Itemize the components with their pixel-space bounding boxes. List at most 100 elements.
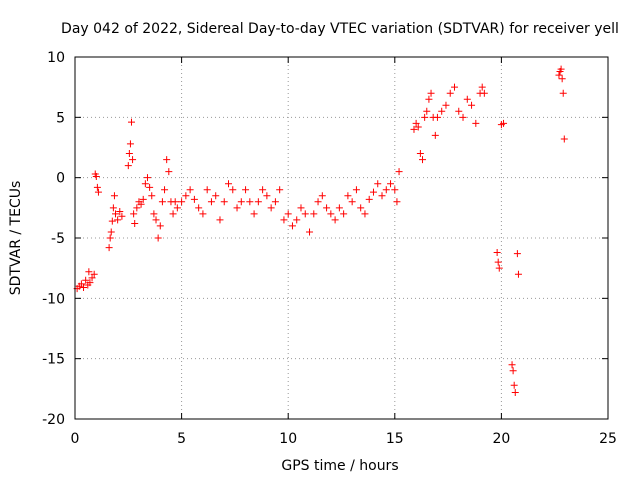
data-point	[152, 216, 160, 224]
data-point	[493, 248, 501, 256]
data-point	[450, 83, 458, 91]
data-point	[94, 188, 102, 196]
data-point	[199, 210, 207, 218]
data-point	[463, 95, 471, 103]
data-point	[77, 280, 85, 288]
data-point	[93, 183, 101, 191]
data-point	[555, 71, 563, 79]
data-point	[374, 180, 382, 188]
data-point	[276, 186, 284, 194]
data-point	[158, 198, 166, 206]
data-point	[494, 258, 502, 266]
data-point	[165, 168, 173, 176]
data-point	[318, 192, 326, 200]
data-point	[509, 367, 517, 375]
data-point	[514, 270, 522, 278]
y-tick-label: -5	[51, 231, 65, 247]
data-point	[560, 135, 568, 143]
data-point	[459, 113, 467, 121]
data-point	[125, 150, 133, 158]
data-point	[114, 216, 122, 224]
x-axis-label: GPS time / hours	[281, 458, 398, 474]
data-point	[80, 283, 88, 291]
data-point	[133, 204, 141, 212]
data-point	[246, 198, 254, 206]
data-point	[513, 250, 521, 258]
data-point	[508, 361, 516, 369]
data-point	[310, 210, 318, 218]
chart-title: Day 042 of 2022, Sidereal Day-to-day VTE…	[61, 21, 619, 37]
data-point	[129, 156, 137, 164]
data-point	[146, 183, 154, 191]
data-point	[352, 186, 360, 194]
data-point	[118, 212, 126, 220]
data-point	[414, 123, 422, 131]
data-point	[107, 228, 115, 236]
data-point	[112, 210, 120, 218]
data-point	[395, 168, 403, 176]
data-point	[438, 107, 446, 115]
data-point	[297, 204, 305, 212]
data-point	[323, 204, 331, 212]
data-point	[156, 222, 164, 230]
data-point	[137, 200, 145, 208]
data-point	[361, 210, 369, 218]
data-point	[348, 198, 356, 206]
data-point	[190, 195, 198, 203]
data-point	[220, 198, 228, 206]
data-point	[182, 192, 190, 200]
data-points	[73, 65, 568, 396]
data-point	[116, 207, 124, 215]
data-point	[314, 198, 322, 206]
data-point	[391, 186, 399, 194]
y-tick-label: 5	[56, 110, 65, 126]
data-point	[126, 140, 134, 148]
data-point	[178, 198, 186, 206]
data-point	[559, 89, 567, 97]
data-point	[154, 234, 162, 242]
data-point	[195, 204, 203, 212]
data-point	[108, 217, 116, 225]
data-point	[109, 204, 117, 212]
data-point	[280, 216, 288, 224]
data-point	[229, 186, 237, 194]
y-tick-label: 10	[47, 50, 65, 66]
data-point	[387, 180, 395, 188]
data-point	[557, 65, 565, 73]
data-point	[293, 216, 301, 224]
data-point	[161, 186, 169, 194]
data-point	[421, 113, 429, 121]
data-point	[237, 198, 245, 206]
data-point	[171, 198, 179, 206]
data-point	[357, 204, 365, 212]
y-tick-label: -10	[42, 291, 65, 307]
data-point	[301, 210, 309, 218]
data-point	[378, 192, 386, 200]
data-point	[250, 210, 258, 218]
data-point	[306, 228, 314, 236]
x-tick-label: 5	[177, 431, 186, 447]
data-point	[88, 274, 96, 282]
data-point	[478, 83, 486, 91]
x-tick-label: 15	[386, 431, 404, 447]
data-point	[416, 150, 424, 158]
data-point	[284, 210, 292, 218]
data-point	[433, 113, 441, 121]
data-point	[82, 276, 90, 284]
data-point	[419, 156, 427, 164]
data-point	[86, 279, 94, 287]
y-axis-label: SDTVAR / TECUs	[8, 181, 24, 296]
data-point	[271, 198, 279, 206]
data-point	[105, 244, 113, 252]
data-point	[106, 234, 114, 242]
data-point	[472, 119, 480, 127]
data-point	[442, 101, 450, 109]
data-point	[124, 162, 132, 170]
data-point	[267, 204, 275, 212]
data-point	[500, 119, 508, 127]
data-point	[365, 195, 373, 203]
x-tick-label: 25	[599, 431, 617, 447]
data-point	[446, 89, 454, 97]
grid	[75, 57, 608, 419]
